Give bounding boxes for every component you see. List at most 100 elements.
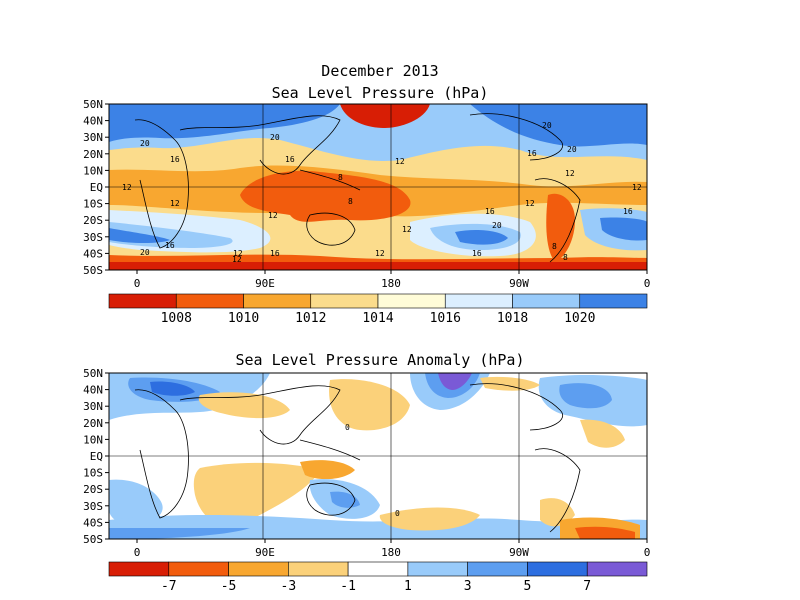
lat-tick-label: 40S (83, 247, 103, 260)
lat-tick-label: 40N (83, 115, 103, 128)
contour-label: 20 (140, 248, 150, 257)
slp-anomaly-map: 0 0 (109, 373, 647, 539)
colorbar-swatch (467, 561, 528, 577)
lon-tick-label: 0 (644, 546, 651, 559)
top-panel-title: Sea Level Pressure (hPa) (271, 84, 489, 102)
colorbar-swatch (512, 293, 581, 309)
lat-tick-label: 30N (83, 400, 103, 413)
colorbar-swatch (579, 293, 648, 309)
contour-label: 8 (348, 197, 353, 206)
colorbar-label: -3 (281, 579, 297, 594)
lat-tick-label: 50S (83, 264, 103, 277)
lat-tick-label: 20N (83, 148, 103, 161)
lat-tick-label: 20S (83, 214, 103, 227)
colorbar-label: 1014 (362, 311, 393, 326)
lat-tick-label: EQ (90, 181, 103, 194)
colorbar-swatch (243, 293, 312, 309)
contour-label: 12 (170, 199, 180, 208)
colorbar-label: 3 (464, 579, 472, 594)
colorbar-swatch (288, 561, 349, 577)
lon-tick-label: 90W (509, 277, 529, 290)
contour-label: 20 (270, 133, 280, 142)
bottom-colorbar: -7 -5 -3 -1 1 3 5 7 (108, 561, 648, 594)
contour-label: 16 (485, 207, 495, 216)
lon-tick-label: 90W (509, 546, 529, 559)
lat-tick-label: 30S (83, 500, 103, 513)
contour-label: 20 (140, 139, 150, 148)
bottom-panel-title: Sea Level Pressure Anomaly (hPa) (235, 351, 525, 369)
contour-label: 12 (268, 211, 278, 220)
colorbar-label: 1020 (564, 311, 595, 326)
colorbar-label: 1008 (161, 311, 192, 326)
lat-tick-label: 50N (83, 98, 103, 111)
contour-label: 8 (563, 253, 568, 262)
lon-tick-label: 0 (134, 277, 141, 290)
contour-label: 12 (233, 249, 243, 258)
contour-label: 16 (270, 249, 280, 258)
main-title: December 2013 (321, 62, 439, 80)
colorbar-swatch (407, 561, 468, 577)
lat-tick-label: 40S (83, 516, 103, 529)
colorbar-swatch (168, 561, 229, 577)
colorbar-swatch (347, 561, 409, 577)
lat-tick-label: 50S (83, 533, 103, 546)
top-lat-axis: 50N 40N 30N 20N 10N EQ 10S 20S 30S 40S 50S (83, 98, 109, 277)
contour-label: 0 (395, 509, 400, 518)
colorbar-swatch (377, 293, 446, 309)
lon-tick-label: 180 (381, 277, 401, 290)
contour-label: 16 (165, 241, 175, 250)
lat-tick-label: 30S (83, 231, 103, 244)
contour-label: 20 (492, 221, 502, 230)
colorbar-swatch (228, 561, 289, 577)
lat-tick-label: 10N (83, 164, 103, 177)
colorbar-label: 1012 (295, 311, 326, 326)
colorbar-label: 5 (524, 579, 532, 594)
contour-label: 12 (375, 249, 385, 258)
colorbar-label: 1016 (430, 311, 461, 326)
contour-label: 20 (542, 121, 552, 130)
lon-tick-label: 180 (381, 546, 401, 559)
lat-tick-label: 50N (83, 367, 103, 380)
contour-label: 12 (565, 169, 575, 178)
lat-tick-label: 20S (83, 483, 103, 496)
bottom-lon-axis: 0 90E 180 90W 0 (134, 539, 651, 559)
contour-label: 8 (338, 173, 343, 182)
contour-label: 12 (122, 183, 132, 192)
slp-map: 20 16 12 12 16 20 12 8 8 12 12 16 20 16 … (109, 104, 647, 270)
colorbar-label: 1010 (228, 311, 259, 326)
colorbar-swatch (310, 293, 379, 309)
lat-tick-label: 10N (83, 433, 103, 446)
contour-label: 12 (525, 199, 535, 208)
colorbar-label: 7 (583, 579, 591, 594)
colorbar-label: -7 (161, 579, 177, 594)
contour-label: 20 (567, 145, 577, 154)
colorbar-label: -5 (221, 579, 237, 594)
colorbar-label: 1018 (497, 311, 528, 326)
lat-tick-label: 20N (83, 417, 103, 430)
lon-tick-label: 90E (255, 277, 275, 290)
contour-label: 16 (472, 249, 482, 258)
lon-tick-label: 90E (255, 546, 275, 559)
contour-label: 12 (232, 255, 242, 264)
contour-label: 12 (402, 225, 412, 234)
lat-tick-label: 10S (83, 198, 103, 211)
contour-label: 8 (552, 242, 557, 251)
contour-label: 12 (395, 157, 405, 166)
lat-tick-label: 40N (83, 384, 103, 397)
colorbar-swatch (175, 293, 244, 309)
colorbar-swatch (444, 293, 513, 309)
lat-tick-label: EQ (90, 450, 103, 463)
top-lon-axis: 0 90E 180 90W 0 (134, 270, 651, 290)
contour-label: 12 (632, 183, 642, 192)
colorbar-swatch (108, 561, 170, 577)
bottom-lat-axis: 50N 40N 30N 20N 10N EQ 10S 20S 30S 40S 50S (83, 367, 109, 546)
lon-tick-label: 0 (644, 277, 651, 290)
colorbar-swatch (527, 561, 588, 577)
colorbar-label: -1 (340, 579, 356, 594)
contour-label: 16 (527, 149, 537, 158)
colorbar-swatch (108, 293, 177, 309)
lon-tick-label: 0 (134, 546, 141, 559)
contour-label: 16 (285, 155, 295, 164)
contour-label: 16 (170, 155, 180, 164)
colorbar-label: 1 (404, 579, 412, 594)
